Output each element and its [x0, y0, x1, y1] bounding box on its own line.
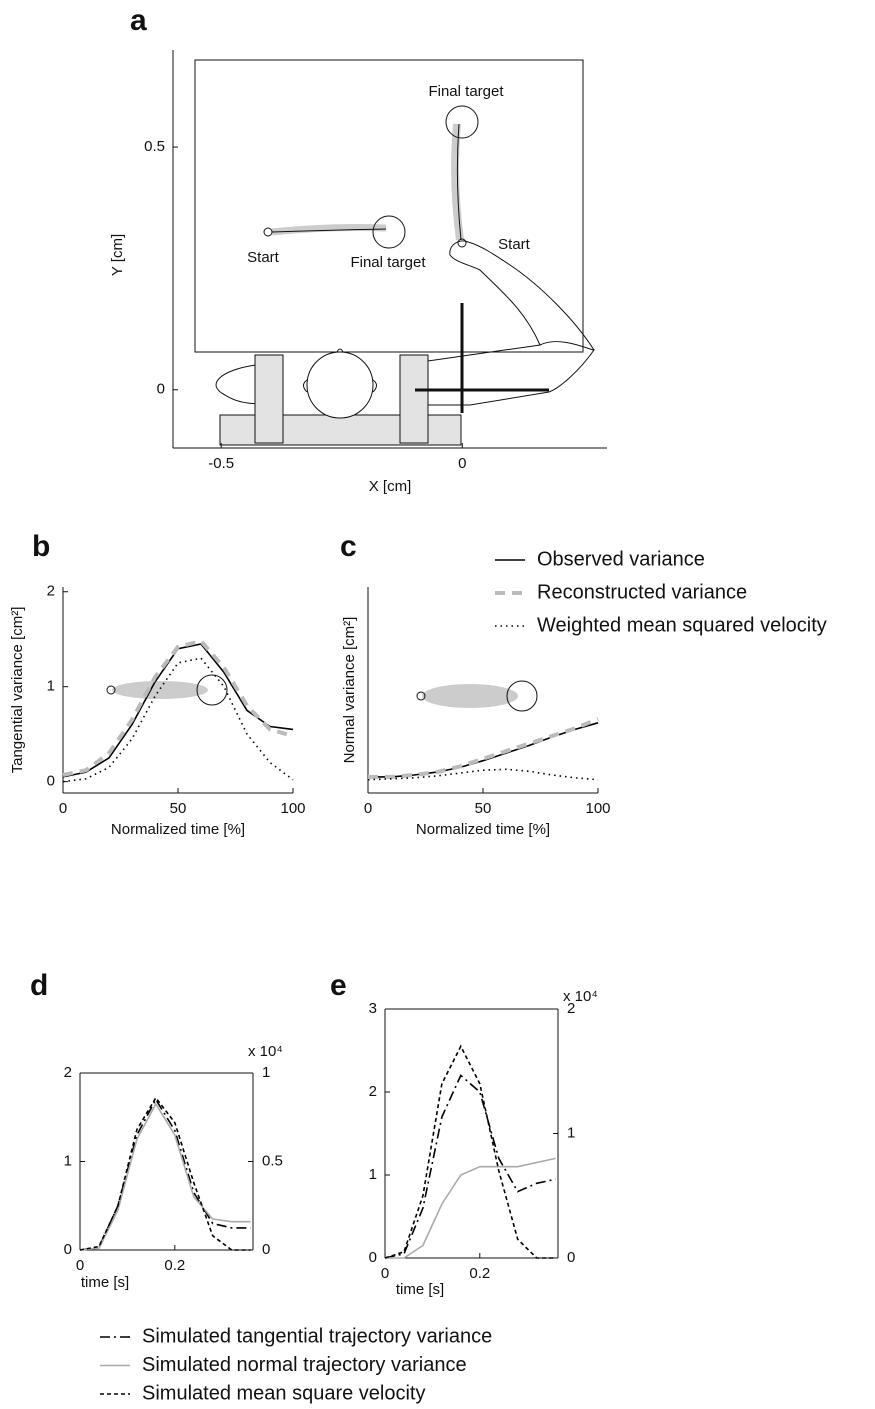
panel-letter: e [330, 969, 347, 1002]
axis-multiplier: x 10⁴ [248, 1043, 283, 1060]
panel-letter: d [30, 969, 48, 1002]
head [306, 351, 374, 419]
workspace [194, 59, 584, 353]
target-circle [445, 105, 479, 139]
x-tick-label: 0.2 [164, 1257, 185, 1274]
trajectory-bundle [112, 681, 208, 699]
y-tick-label: 1 [369, 1166, 377, 1183]
x-tick-label: 0.2 [469, 1265, 490, 1282]
trajectory-bundle [271, 224, 387, 236]
series-line [368, 722, 599, 778]
target-circle [506, 680, 538, 712]
start-circle [416, 691, 426, 701]
x-tick-label: 100 [585, 800, 610, 817]
x-tick-label: 50 [475, 800, 492, 817]
panel-letter: c [340, 530, 357, 563]
y-tick-label: 1 [47, 678, 55, 695]
legend-label: Weighted mean squared velocity [537, 614, 827, 636]
forearm [449, 240, 595, 351]
ears-nose [303, 348, 377, 393]
legend-label: Reconstructed variance [537, 581, 747, 603]
y-tick-label: 2 [369, 1083, 377, 1100]
y-tick-label: 0.5 [144, 138, 165, 155]
series-line [385, 1157, 556, 1259]
y-tick-label: 0 [47, 773, 55, 790]
series-line [79, 1097, 251, 1251]
annotation: Final target [428, 83, 504, 100]
y-tick-label: 0 [369, 1249, 377, 1266]
y2-tick-label: 0.5 [262, 1152, 283, 1169]
x-tick-label: 0 [364, 800, 372, 817]
y2-tick-label: 2 [567, 1000, 575, 1017]
target-circle [372, 215, 406, 249]
sketches [106, 674, 538, 712]
trajectory-bundle [451, 123, 464, 241]
y-axis-label: Y [cm] [109, 234, 126, 276]
x-axis-label: Normalized time [%] [111, 821, 245, 838]
y-axis-label: Normal variance [cm²] [341, 617, 358, 764]
x-axis-label: time [s] [81, 1274, 129, 1291]
x-tick-label: 0 [381, 1265, 389, 1282]
annotation: Final target [350, 254, 426, 271]
x-tick-label: 100 [280, 800, 305, 817]
start-circle [457, 238, 467, 248]
x-axis-label: time [s] [396, 1281, 444, 1298]
annotation: Start [247, 249, 280, 266]
series-line [62, 643, 294, 778]
legend-label: Simulated mean square velocity [142, 1382, 425, 1404]
upper-arm [399, 341, 595, 406]
trajectory [271, 228, 387, 233]
x-axis-label: Normalized time [%] [416, 821, 550, 838]
panel-letter: a [130, 4, 147, 37]
y-tick-label: 0 [64, 1241, 72, 1258]
series-line [368, 717, 599, 779]
trajectory-bundle [422, 684, 518, 708]
y-tick-label: 2 [64, 1064, 72, 1081]
y-axis-label: Tangential variance [cm²] [9, 607, 26, 774]
series-line [79, 1102, 251, 1251]
target-circle [196, 674, 228, 706]
y-tick-label: 0 [157, 381, 165, 398]
start-circle [263, 227, 273, 237]
annotation: Start [498, 236, 531, 253]
trajectory [456, 123, 462, 241]
legend-label: Simulated tangential trajectory variance [142, 1325, 492, 1347]
legend-label: Observed variance [537, 548, 705, 570]
y-tick-label: 3 [369, 1000, 377, 1017]
series-line [62, 638, 294, 777]
y2-tick-label: 0 [262, 1241, 270, 1258]
y-tick-label: 1 [64, 1152, 72, 1169]
x-tick-label: -0.5 [208, 455, 234, 472]
y-tick-label: 2 [47, 583, 55, 600]
series-line [384, 1044, 556, 1259]
y2-tick-label: 1 [567, 1124, 575, 1141]
post-left [254, 354, 284, 444]
panel-letter: b [32, 530, 50, 563]
axis-multiplier: x 10⁴ [563, 988, 598, 1005]
x-tick-label: 50 [170, 800, 187, 817]
x-axis-label: X [cm] [369, 478, 412, 495]
x-tick-label: 0 [76, 1257, 84, 1274]
start-circle [106, 685, 116, 695]
x-tick-label: 0 [458, 455, 466, 472]
legend-label: Simulated normal trajectory variance [142, 1354, 467, 1376]
y2-tick-label: 0 [567, 1249, 575, 1266]
series-line [384, 1074, 556, 1259]
workspace-illustration [194, 59, 595, 446]
y2-tick-label: 1 [262, 1064, 270, 1081]
post-right [399, 354, 429, 444]
series-line [367, 768, 599, 781]
x-tick-label: 0 [59, 800, 67, 817]
